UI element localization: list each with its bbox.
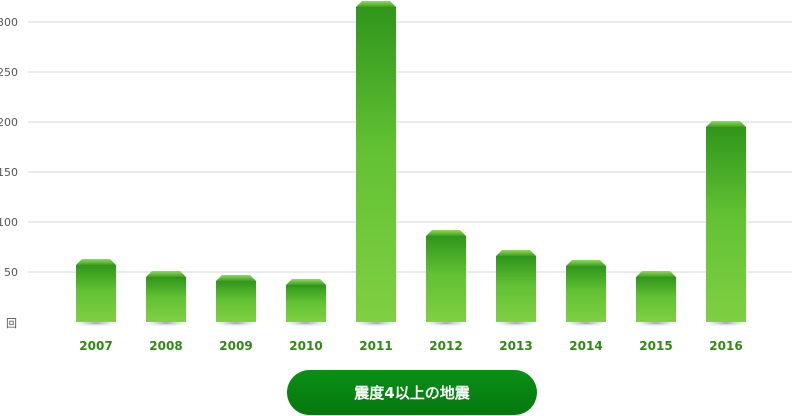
y-tick-label: 200	[0, 116, 18, 129]
bar-2014	[566, 266, 606, 322]
bar-2011	[356, 7, 396, 322]
bar-2016	[706, 127, 746, 322]
bar-cap	[496, 250, 536, 256]
bar-cap	[216, 275, 256, 281]
bar-2008	[146, 277, 186, 322]
bar-2010	[286, 285, 326, 322]
x-tick-label: 2014	[569, 339, 602, 353]
bar-cap	[286, 279, 326, 285]
x-tick-label: 2008	[149, 339, 182, 353]
bar-cap	[426, 230, 466, 236]
bar-cap	[636, 271, 676, 277]
x-tick-label: 2012	[429, 339, 462, 353]
y-tick-label: 100	[0, 216, 18, 229]
x-tick-label: 2013	[499, 339, 532, 353]
bar-2015	[636, 277, 676, 322]
bar-cap	[146, 271, 186, 277]
legend-label: 震度4以上の地震	[354, 384, 470, 402]
bar-cap	[566, 260, 606, 266]
x-tick-label: 2010	[289, 339, 322, 353]
y-tick-label: 50	[4, 266, 18, 279]
bar-2009	[216, 281, 256, 322]
bar-2013	[496, 256, 536, 322]
y-tick-label: 250	[0, 66, 18, 79]
bar-2007	[76, 265, 116, 322]
y-unit-label: 回	[6, 317, 17, 330]
legend-badge: 震度4以上の地震	[287, 370, 537, 415]
bar-2012	[426, 236, 466, 322]
y-tick-label: 300	[0, 16, 18, 29]
x-tick-label: 2015	[639, 339, 672, 353]
y-tick-label: 150	[0, 166, 18, 179]
bar-cap	[706, 121, 746, 127]
bar-cap	[356, 1, 396, 7]
x-tick-label: 2016	[709, 339, 742, 353]
bar-cap	[76, 259, 116, 265]
x-tick-label: 2007	[79, 339, 112, 353]
x-tick-label: 2011	[359, 339, 392, 353]
x-tick-label: 2009	[219, 339, 252, 353]
